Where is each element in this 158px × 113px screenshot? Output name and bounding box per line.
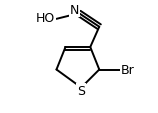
Text: HO: HO [36, 12, 55, 25]
Text: Br: Br [121, 64, 134, 76]
Text: S: S [77, 85, 85, 98]
Text: N: N [70, 4, 79, 17]
